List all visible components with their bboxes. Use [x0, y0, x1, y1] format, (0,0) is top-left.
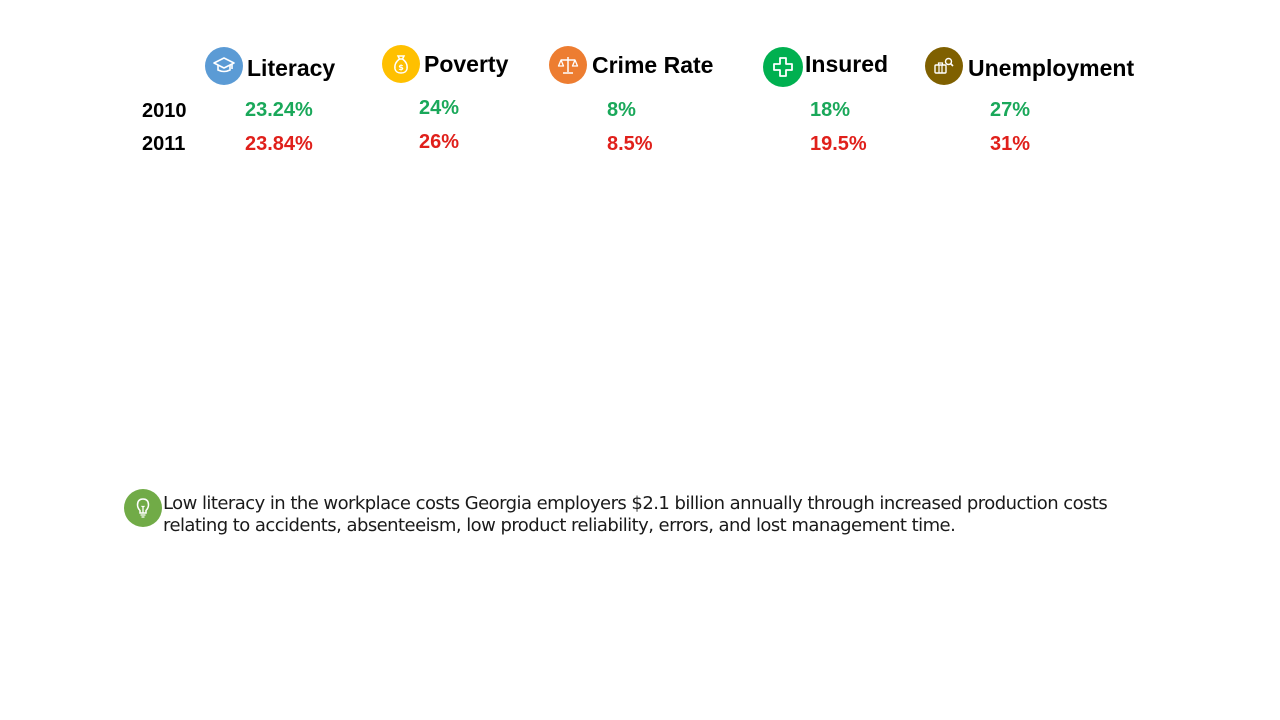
value-insured-2010: 18% [810, 99, 851, 121]
header-crime-rate: Crime Rate [549, 46, 713, 84]
scales-icon [549, 46, 587, 84]
value-literacy-2010: 23.24% [245, 99, 313, 121]
year-label-2010: 2010 [142, 100, 187, 122]
lightbulb-icon [124, 489, 162, 527]
header-label: Insured [805, 50, 889, 77]
header-label: Unemployment [968, 54, 1135, 81]
job-search-icon [925, 47, 963, 85]
header-poverty: $ Poverty [382, 45, 508, 83]
header-label: Crime Rate [592, 51, 714, 78]
svg-text:$: $ [398, 63, 404, 72]
header-label: Literacy [247, 54, 336, 81]
header-insured: Insured [763, 47, 888, 87]
note-text: Low literacy in the workplace costs Geor… [163, 493, 1108, 536]
medical-cross-icon [763, 47, 803, 87]
value-poverty-2010: 24% [419, 97, 460, 119]
value-poverty-2011: 26% [419, 131, 460, 153]
header-label: Poverty [424, 50, 509, 77]
value-literacy-2011: 23.84% [245, 133, 313, 155]
year-label-2011: 2011 [142, 133, 186, 155]
header-unemployment: Unemployment [925, 47, 1134, 85]
value-unemployment-2011: 31% [990, 133, 1031, 155]
money-bag-icon: $ [382, 45, 420, 83]
value-crime-rate-2010: 8% [607, 99, 636, 121]
value-crime-rate-2011: 8.5% [607, 133, 653, 155]
value-insured-2011: 19.5% [810, 133, 867, 155]
value-unemployment-2010: 27% [990, 99, 1031, 121]
header-literacy: Literacy [205, 47, 335, 85]
graduation-cap-icon [205, 47, 243, 85]
